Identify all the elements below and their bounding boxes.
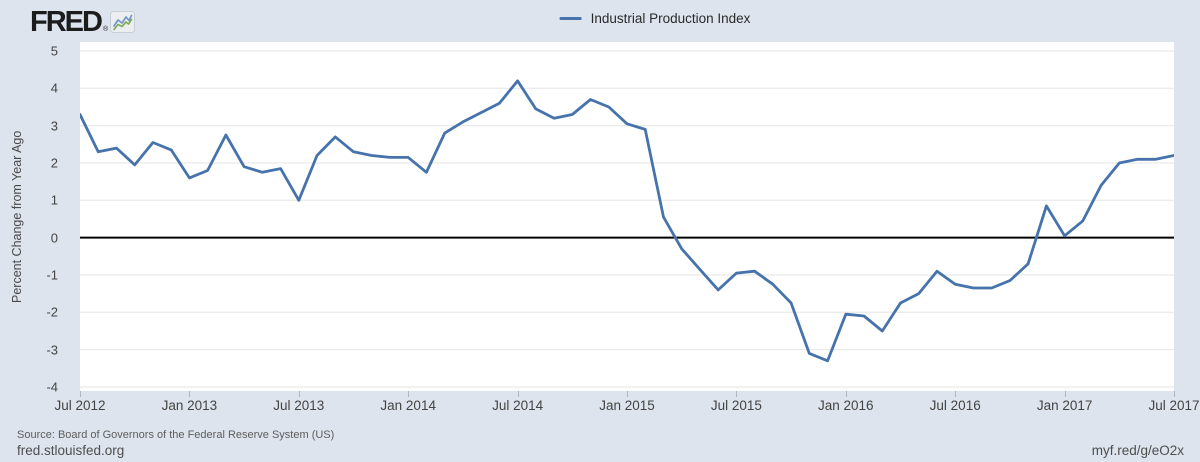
x-tick-mark (736, 391, 738, 397)
fred-site-link[interactable]: fred.stlouisfed.org (17, 443, 125, 458)
x-tick-label: Jan 2013 (161, 398, 218, 413)
x-tick-label: Jan 2015 (599, 398, 655, 413)
x-tick-label: Jul 2013 (273, 398, 325, 413)
y-tick-label: 2 (50, 155, 58, 171)
y-tick-label: 5 (50, 43, 58, 59)
x-tick-label: Jul 2012 (54, 398, 106, 413)
x-tick-label: Jan 2016 (818, 398, 874, 413)
y-tick-label: 3 (50, 118, 58, 134)
x-tick-mark (845, 391, 847, 397)
x-tick-mark (1174, 391, 1175, 397)
series-line-industrial-production (80, 79, 1174, 363)
y-tick-label: -1 (46, 267, 58, 283)
fred-logo[interactable]: FRED ® (30, 6, 136, 38)
x-tick-mark (1064, 391, 1066, 397)
y-tick-label: -2 (46, 304, 58, 320)
x-tick-label: Jul 2017 (1148, 398, 1200, 413)
y-tick-label: -3 (46, 342, 58, 358)
legend-line-swatch (559, 17, 582, 20)
fred-logo-sparkline-icon (110, 11, 136, 38)
y-tick-label: 0 (50, 230, 58, 246)
x-tick-mark (627, 391, 628, 397)
x-tick-mark (80, 391, 81, 397)
x-tick-label: Jan 2014 (380, 398, 436, 413)
y-tick-label: 1 (50, 192, 58, 208)
source-note: Source: Board of Governors of the Federa… (17, 429, 335, 441)
legend-series-label[interactable]: Industrial Production Index (590, 11, 751, 26)
x-tick-label: Jul 2015 (710, 398, 762, 413)
x-tick-label: Jul 2016 (929, 398, 981, 413)
x-tick-mark (955, 391, 957, 397)
y-tick-label: -4 (46, 379, 58, 395)
y-axis: 5 4 3 2 1 0 -1 -2 -3 -4 (0, 42, 58, 395)
x-tick-mark (189, 391, 191, 397)
fred-logo-text: FRED (30, 6, 103, 38)
x-tick-mark (517, 391, 519, 397)
registered-trademark-mark: ® (102, 26, 109, 33)
x-tick-mark (298, 391, 300, 397)
chart-canvas (80, 50, 1174, 388)
x-tick-label: Jan 2017 (1036, 398, 1093, 413)
graph-short-url-link[interactable]: myf.red/g/eO2x (1091, 443, 1184, 458)
plot-area[interactable] (80, 42, 1174, 391)
x-tick-mark (408, 391, 410, 397)
y-tick-label: 4 (50, 80, 58, 96)
x-tick-label: Jul 2014 (492, 398, 544, 413)
legend: Industrial Production Index (559, 11, 751, 26)
